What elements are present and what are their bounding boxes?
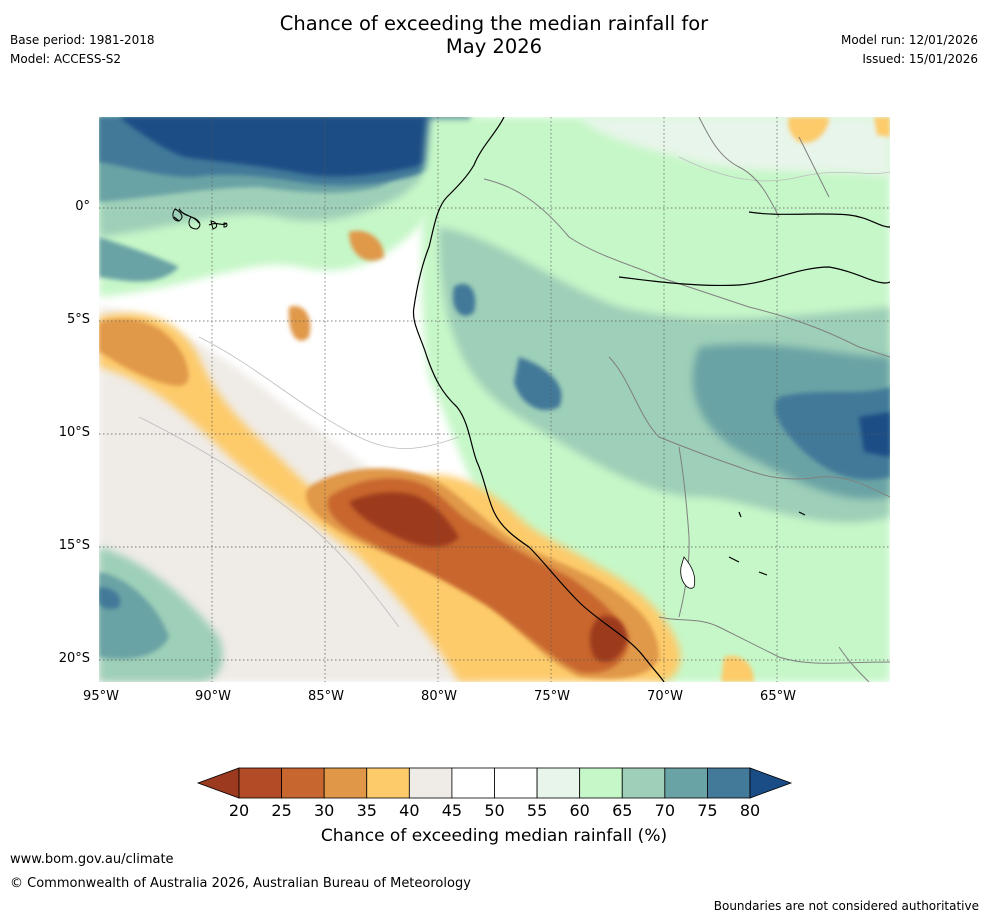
colorbar-segment [408,767,453,799]
lat-label-20s: 20°S [58,651,90,666]
model-run-text: Model run: 12/01/2026 [840,33,978,47]
dry-core-1 [349,492,459,547]
colorbar-segment [536,767,581,799]
colorbar-tick-label: 50 [484,801,505,820]
colorbar-tick-label: 70 [654,801,675,820]
lon-label-90w: 90°W [195,689,231,704]
map-title-line-2: May 2026 [445,35,543,58]
colorbar-segment [664,767,708,799]
wet-zone-east-3 [859,412,890,457]
colorbar-tick-label: 80 [739,801,761,820]
country-borders [483,117,890,682]
lat-label-10s: 10°S [58,425,90,440]
wet-zone-southwest-3 [99,587,121,610]
colorbar-tick-label: 20 [228,801,250,820]
wet-zone-west [99,237,179,282]
colorbar-segment [238,767,282,799]
footer-url[interactable]: www.bom.gov.au/climate [10,852,174,867]
coastline [173,117,890,682]
dry-spot-southeast [721,655,754,682]
wet-spot-interior [514,357,562,411]
colorbar-segment [281,767,325,799]
galapagos-islands [172,208,228,230]
wet-spot-coast [453,283,476,316]
colorbar-segment [707,767,751,799]
colorbar-segment [579,767,623,799]
lon-label-95w: 95°W [83,689,119,704]
colorbar-tick-label: 65 [612,801,633,820]
colorbar-tick-label: 45 [441,801,463,820]
footer-copyright: © Commonwealth of Australia 2026, Austra… [10,876,471,891]
lat-label-5s: 5°S [66,312,90,327]
model-text: Model: ACCESS-S2 [10,52,122,66]
colorbar-segments [196,767,793,799]
colorbar-tick-label: 55 [526,801,548,820]
lon-label-85w: 85°W [308,689,344,704]
dry-spot-northeast-2 [874,117,890,137]
dry-spot-offshore [288,306,311,341]
dry-core-2 [589,615,627,662]
colorbar-segment [323,767,368,799]
map-title: Chance of exceeding the median rainfall … [0,12,988,58]
colorbar-tick-label: 60 [569,801,590,820]
colorbar-tick-label: 40 [399,801,420,820]
contour-line [678,156,890,182]
colorbar-label: Chance of exceeding median rainfall (%) [320,826,668,846]
colorbar-segment [494,767,538,799]
colorbar-extend-high [749,767,793,799]
dry-spot-northeast [788,117,829,143]
lon-label-75w: 75°W [534,689,570,704]
colorbar-tick-label: 25 [271,801,292,820]
lake-titicaca [680,556,696,589]
contour-line [198,336,460,449]
colorbar-extend-low [196,767,240,799]
rainfall-map[interactable] [99,117,890,682]
dry-spot-offshore-2 [349,230,384,261]
wet-zone-north-5 [119,117,469,177]
wet-zone-east-2 [775,387,890,480]
lon-label-80w: 80°W [421,689,457,704]
colorbar-tick-label: 30 [313,801,335,820]
map-title-line-1: Chance of exceeding the median rainfall … [279,12,709,35]
lon-label-65w: 65°W [760,689,796,704]
colorbar-segment [451,767,495,799]
rainfall-map-canvas [99,117,890,682]
colorbar-segment [621,767,666,799]
lat-label-0: 0° [75,199,90,214]
colorbar-tick-label: 75 [697,801,718,820]
issued-text: Issued: 15/01/2026 [862,52,978,66]
dry-band-2-west [99,318,189,386]
lat-label-15s: 15°S [58,538,90,553]
footer-disclaimer: Boundaries are not considered authoritat… [713,899,979,913]
lon-label-70w: 70°W [647,689,683,704]
colorbar-segment [366,767,410,799]
colorbar-tick-label: 35 [356,801,377,820]
contour-line [138,416,400,628]
base-period-text: Base period: 1981-2018 [10,33,155,47]
